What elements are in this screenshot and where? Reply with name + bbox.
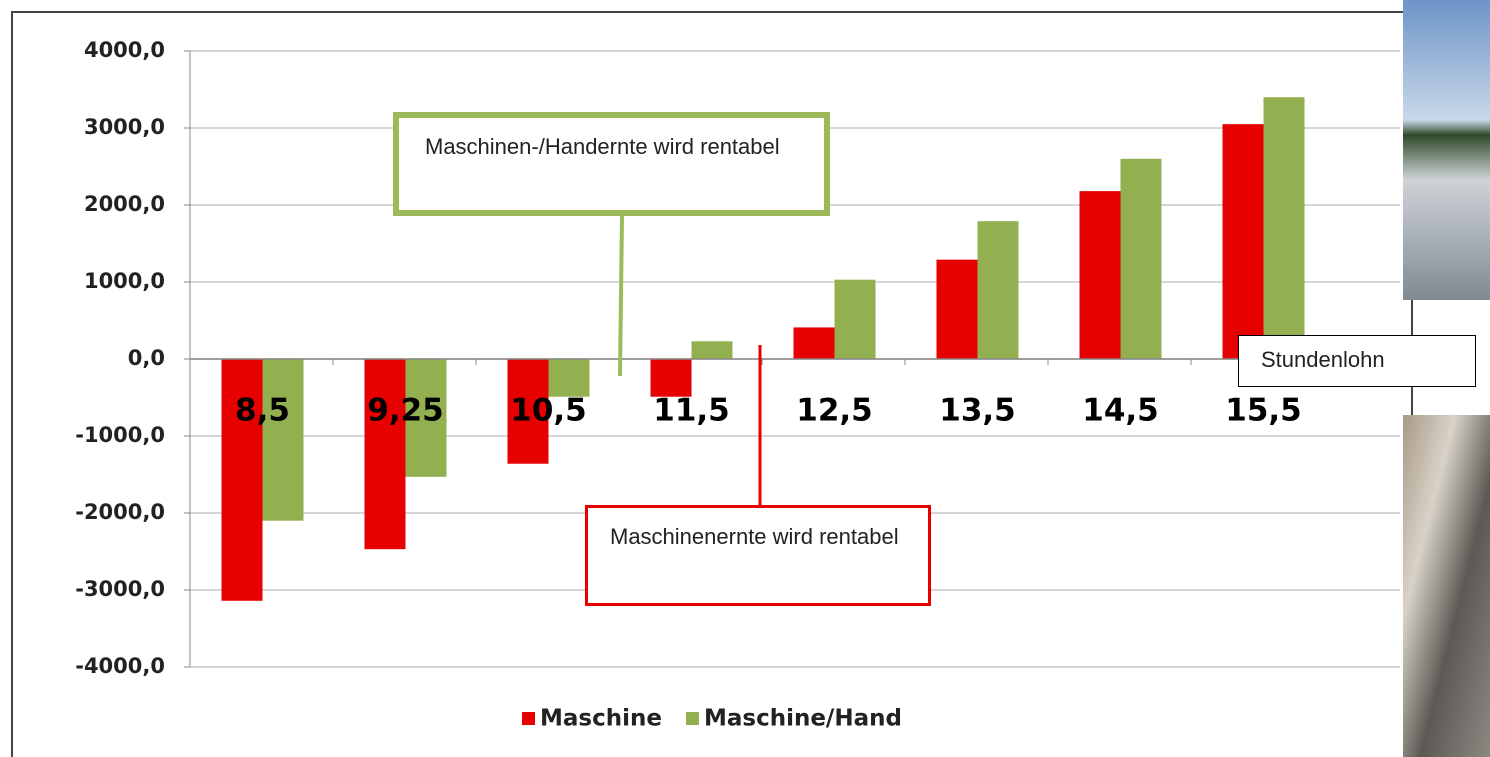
x-tick-label: 12,5 — [796, 393, 873, 429]
y-tick-label: 2000,0 — [84, 192, 165, 216]
x-tick-label: 9,25 — [367, 393, 444, 429]
bar — [977, 221, 1019, 359]
x-tick-label: 13,5 — [939, 393, 1016, 429]
bar — [834, 279, 876, 359]
bar — [364, 359, 406, 550]
bar — [1222, 124, 1264, 360]
bar — [507, 359, 549, 464]
bar — [936, 259, 978, 359]
bar — [650, 359, 692, 397]
legend-label: Maschine — [540, 706, 662, 732]
bar — [262, 359, 304, 521]
annotation: Maschinen-/Handernte wird rentabel — [393, 112, 830, 216]
legend-swatch — [522, 712, 535, 725]
x-tick-label: 8,5 — [235, 393, 290, 429]
annotation: Stundenlohn — [1238, 335, 1476, 387]
x-tick-label: 14,5 — [1082, 393, 1159, 429]
y-tick-label: 1000,0 — [84, 269, 165, 293]
y-tick-label: 4000,0 — [84, 38, 165, 62]
x-tick-label: 15,5 — [1225, 393, 1302, 429]
chart-frame — [11, 11, 1413, 757]
bar — [793, 327, 835, 359]
y-tick-label: -1000,0 — [75, 423, 165, 447]
bar — [1079, 191, 1121, 359]
bar — [548, 359, 590, 397]
bar — [1263, 97, 1305, 359]
bar — [221, 359, 263, 601]
x-tick-label: 11,5 — [653, 393, 730, 429]
y-tick-label: -2000,0 — [75, 500, 165, 524]
y-tick-label: -3000,0 — [75, 577, 165, 601]
legend-swatch — [685, 712, 699, 725]
connector — [618, 214, 624, 377]
photo — [1403, 0, 1490, 300]
annotation: Maschinenernte wird rentabel — [585, 505, 931, 606]
x-tick-label: 10,5 — [510, 393, 587, 429]
y-tick-label: -4000,0 — [75, 654, 165, 678]
bar — [691, 341, 733, 359]
photo — [1403, 415, 1490, 757]
y-tick-label: 3000,0 — [84, 115, 165, 139]
legend-label: Maschine/Hand — [704, 706, 902, 732]
bar — [405, 359, 447, 477]
y-tick-label: 0,0 — [128, 346, 165, 370]
bar — [1120, 158, 1162, 359]
